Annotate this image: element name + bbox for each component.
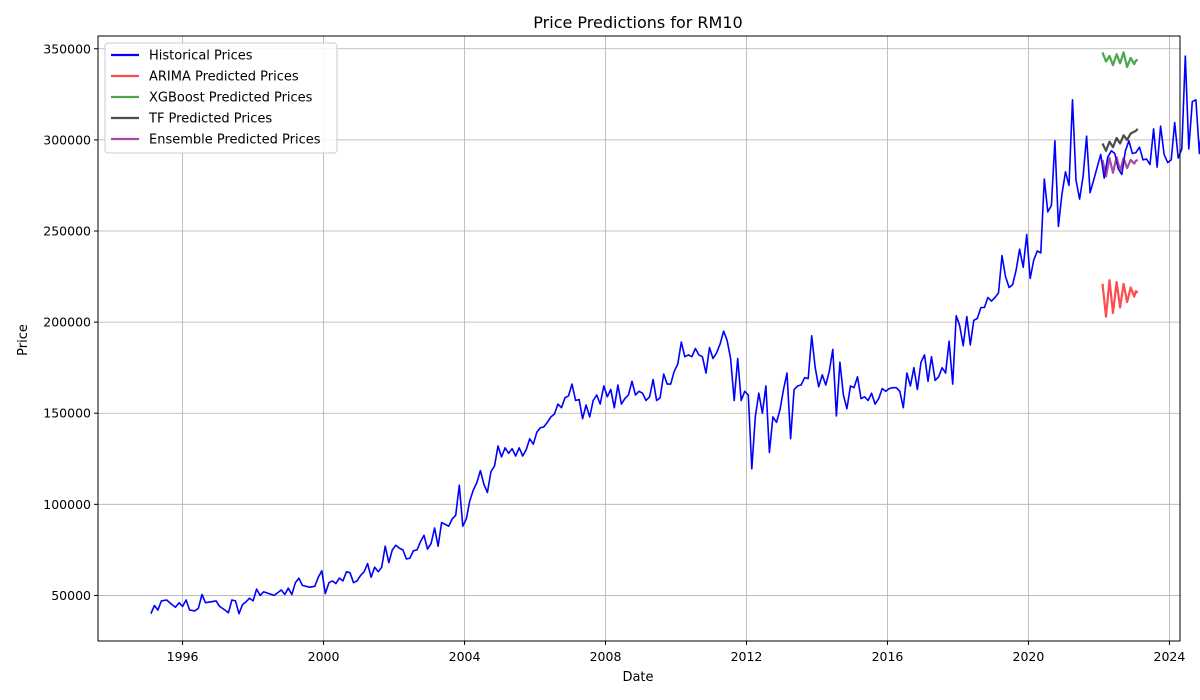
xgboost-predicted-prices-line bbox=[1101, 51, 1139, 69]
y-tick-label: 250000 bbox=[43, 223, 91, 238]
legend: Historical Prices ARIMA Predicted Prices X… bbox=[104, 42, 338, 154]
x-tick-label: 2020 bbox=[1013, 649, 1045, 664]
y-tick-label: 150000 bbox=[43, 406, 91, 421]
x-tick-label: 2012 bbox=[731, 649, 763, 664]
legend-box bbox=[104, 42, 338, 154]
legend-label: TF Predicted Prices bbox=[148, 112, 272, 127]
x-axis-title: Date bbox=[622, 670, 653, 685]
series-lines bbox=[150, 51, 1200, 615]
arima-predicted-prices-line bbox=[1101, 279, 1139, 318]
ensemble-predicted-prices-line bbox=[1101, 156, 1139, 178]
y-axis-ticks: 50000 100000 150000 200000 250000 300000 35000… bbox=[43, 41, 98, 603]
x-tick-label: 2016 bbox=[872, 649, 904, 664]
y-tick-label: 350000 bbox=[43, 41, 91, 56]
y-tick-label: 50000 bbox=[51, 588, 91, 603]
legend-label: Ensemble Predicted Prices bbox=[149, 133, 321, 148]
y-tick-label: 200000 bbox=[43, 315, 91, 330]
historical-prices-line bbox=[150, 55, 1200, 615]
y-tick-label: 300000 bbox=[43, 132, 91, 147]
x-tick-label: 2000 bbox=[308, 649, 340, 664]
x-axis-ticks: 1996 2000 2004 2008 2012 2016 2020 2024 bbox=[167, 641, 1186, 664]
plot-area-frame bbox=[97, 35, 1181, 642]
x-tick-label: 2008 bbox=[590, 649, 622, 664]
legend-label: Historical Prices bbox=[149, 49, 253, 64]
x-tick-label: 1996 bbox=[167, 649, 199, 664]
legend-label: XGBoost Predicted Prices bbox=[149, 91, 313, 106]
legend-label: ARIMA Predicted Prices bbox=[149, 70, 299, 85]
y-axis-title: Price bbox=[16, 324, 31, 356]
tf-predicted-prices-line bbox=[1101, 128, 1139, 152]
y-tick-label: 100000 bbox=[43, 497, 91, 512]
grid-lines bbox=[98, 36, 1180, 641]
chart-title: Price Predictions for RM10 bbox=[533, 13, 742, 32]
x-tick-label: 2024 bbox=[1154, 649, 1186, 664]
x-tick-label: 2004 bbox=[449, 649, 481, 664]
